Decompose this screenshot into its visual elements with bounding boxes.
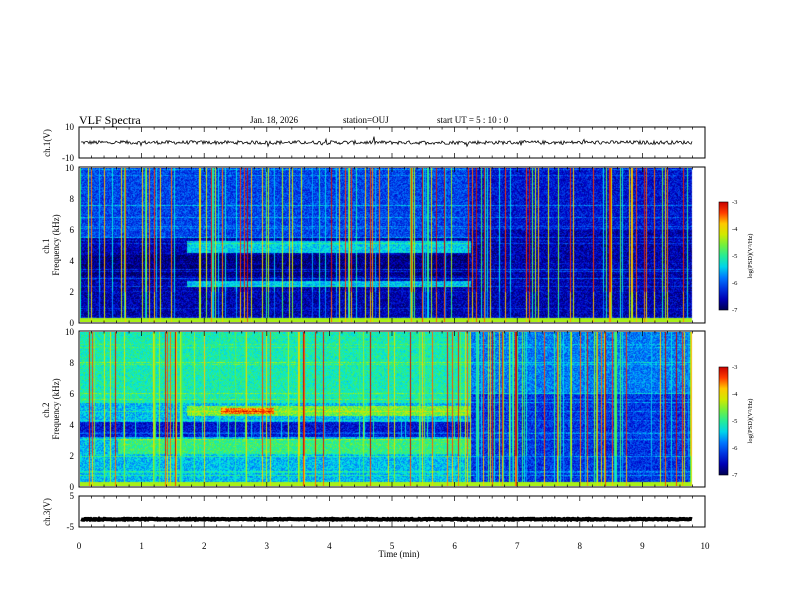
start-time-label: start UT = 5 : 10 : 0 bbox=[437, 115, 509, 125]
spectrogram-ch2-image bbox=[80, 332, 704, 486]
waveform-ch3-ytick-top: 5 bbox=[70, 491, 75, 501]
colorbar-ch2-tick-7: -7 bbox=[732, 472, 738, 479]
spectrogram-ch1-image bbox=[80, 168, 704, 322]
time-axis-tick-label: 8 bbox=[578, 541, 583, 551]
spectrogram-ch1-xticks bbox=[78, 167, 706, 323]
date-label: Jan. 18, 2026 bbox=[250, 115, 298, 125]
time-axis-tick-label: 0 bbox=[77, 541, 82, 551]
colorbar-ch1-tick-7: -7 bbox=[732, 307, 738, 314]
time-axis-tick-label: 4 bbox=[327, 541, 332, 551]
spectrogram-ch2-ytick-8: 8 bbox=[70, 358, 75, 368]
colorbar-ch1 bbox=[719, 202, 728, 310]
colorbar-ch2-tick-6: -6 bbox=[732, 445, 738, 452]
colorbar-ch1-frame bbox=[718, 201, 729, 311]
colorbar-ch1-tick-4: -4 bbox=[732, 226, 738, 233]
waveform-ch1-panel: 10 -10 ch.1(V) bbox=[42, 122, 706, 163]
figure-title: VLF Spectra bbox=[79, 113, 141, 127]
spectrogram-ch2-ylabel: ch.2 Frequency (kHz) bbox=[41, 378, 61, 439]
colorbar-ch2-label: log(PSD)(V²/Hz) bbox=[747, 399, 754, 444]
colorbar-ch2-tick-3: -3 bbox=[732, 364, 737, 371]
spectrogram-ch2-ytick-2: 2 bbox=[70, 451, 75, 461]
spectrogram-ch1-ylabel-ch: ch.1 bbox=[41, 239, 51, 254]
time-axis-title: Time (min) bbox=[379, 549, 420, 559]
colorbar-ch2-tick-5: -5 bbox=[732, 418, 737, 425]
spectrogram-ch1-panel: 0 2 4 6 8 10 ch.1 Frequency (kHz) -3 -4 … bbox=[41, 163, 754, 328]
time-axis-tick-label: 2 bbox=[202, 541, 207, 551]
colorbar-ch1-ticks: -3 -4 -5 -6 -7 bbox=[732, 199, 738, 314]
spectrogram-ch2-ytick-10: 10 bbox=[65, 327, 75, 337]
spectrogram-ch1-ytick-4: 4 bbox=[70, 256, 75, 266]
waveform-ch3-ytick-bottom: -5 bbox=[67, 522, 75, 532]
spectrogram-ch2-panel: 0 2 4 6 8 10 ch.2 Frequency (kHz) -3 -4 … bbox=[41, 327, 754, 492]
waveform-ch1-trace bbox=[80, 136, 693, 148]
time-axis-tick-label: 5 bbox=[390, 541, 395, 551]
waveform-ch3-trace bbox=[80, 516, 693, 523]
colorbar-ch1-tick-6: -6 bbox=[732, 280, 738, 287]
time-axis-tick-label: 10 bbox=[701, 541, 711, 551]
spectrogram-ch1-ytick-6: 6 bbox=[70, 225, 75, 235]
waveform-ch1-ylabel: ch.1(V) bbox=[42, 129, 52, 157]
spectrogram-ch1-ylabel: ch.1 Frequency (kHz) bbox=[41, 214, 61, 275]
spectrogram-ch2-ytick-0: 0 bbox=[70, 482, 75, 492]
time-axis-tick-label: 6 bbox=[452, 541, 457, 551]
time-axis-labels: 0 1 2 3 4 5 6 7 8 9 10 bbox=[77, 541, 710, 551]
time-axis-tick-label: 1 bbox=[139, 541, 144, 551]
colorbar-ch1-tick-5: -5 bbox=[732, 253, 737, 260]
spectrogram-ch1-ylabel-freq: Frequency (kHz) bbox=[51, 214, 61, 275]
waveform-ch1-xticks bbox=[78, 127, 706, 158]
colorbar-ch2 bbox=[719, 367, 728, 475]
time-axis-tick-label: 7 bbox=[515, 541, 520, 551]
colorbar-ch2-tick-4: -4 bbox=[732, 391, 738, 398]
waveform-ch3-panel: 5 -5 ch.3(V) 0 1 2 3 4 5 6 7 8 9 10 Time (min) bbox=[42, 491, 710, 559]
spectrogram-ch2-ytick-6: 6 bbox=[70, 389, 75, 399]
spectrogram-ch1-ytick-2: 2 bbox=[70, 287, 75, 297]
spectrogram-ch2-yticks: 0 2 4 6 8 10 bbox=[65, 327, 75, 492]
waveform-ch3-ylabel: ch.3(V) bbox=[42, 498, 52, 526]
spectrogram-ch1-ytick-0: 0 bbox=[70, 318, 75, 328]
waveform-ch3-xticks bbox=[78, 496, 706, 527]
colorbar-ch1-label: log(PSD)(V²/Hz) bbox=[747, 234, 754, 279]
station-label: station=OUJ bbox=[343, 115, 389, 125]
waveform-ch1-ytick-bottom: -10 bbox=[62, 153, 74, 163]
time-axis-tick-label: 9 bbox=[640, 541, 645, 551]
colorbar-ch1-tick-3: -3 bbox=[732, 199, 737, 206]
colorbar-ch2-frame bbox=[718, 366, 729, 476]
spectrogram-ch2-ytick-4: 4 bbox=[70, 420, 75, 430]
spectrogram-ch2-ylabel-freq: Frequency (kHz) bbox=[51, 378, 61, 439]
spectrogram-ch1-yticks: 0 2 4 6 8 10 bbox=[65, 163, 75, 328]
colorbar-ch2-ticks: -3 -4 -5 -6 -7 bbox=[732, 364, 738, 479]
spectrogram-ch1-ytick-10: 10 bbox=[65, 163, 75, 173]
spectrogram-ch2-ylabel-ch: ch.2 bbox=[41, 403, 51, 418]
waveform-ch1-ytick-top: 10 bbox=[65, 122, 75, 132]
spectrogram-ch2-xticks bbox=[78, 331, 706, 487]
spectrogram-ch1-ytick-8: 8 bbox=[70, 194, 75, 204]
time-axis-tick-label: 3 bbox=[265, 541, 270, 551]
